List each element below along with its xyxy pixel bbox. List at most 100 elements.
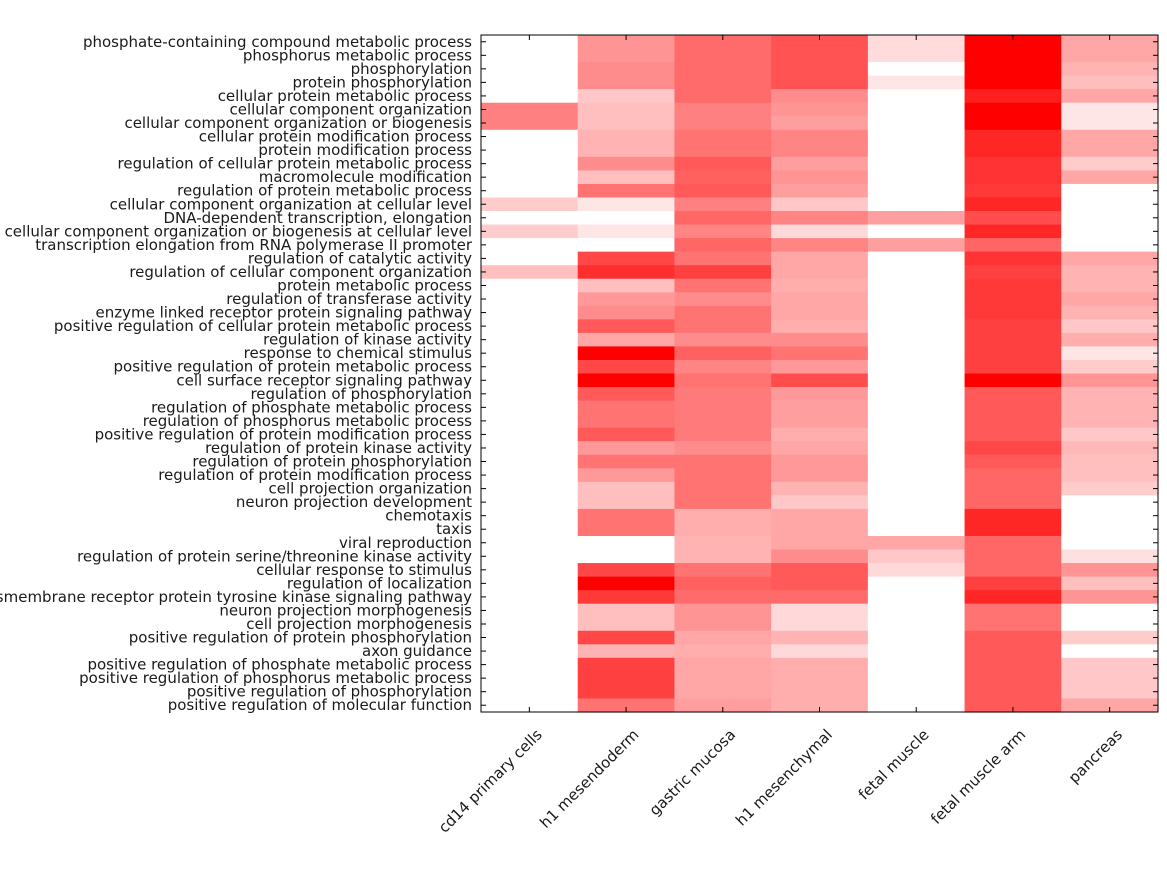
heatmap-cell-r8-c0 [481, 143, 579, 158]
heatmap-cell-r5-c3 [771, 102, 869, 117]
heatmap-cell-r43-c3 [771, 617, 869, 632]
heatmap-cell-r26-c4 [867, 387, 966, 402]
heatmap-cell-r42-c0 [481, 603, 579, 618]
heatmap-cell-r2-c3 [771, 62, 869, 77]
heatmap-cell-r1-c5 [964, 48, 1062, 63]
heatmap-cell-r39-c1 [577, 563, 676, 578]
row-label-regulation-of-cellular-component-organization: regulation of cellular component organiz… [129, 263, 472, 281]
heatmap-cell-r15-c5 [964, 238, 1062, 253]
heatmap-cell-r38-c3 [771, 549, 869, 564]
heatmap-cell-r38-c6 [1061, 549, 1159, 564]
heatmap-cell-r46-c3 [771, 657, 869, 672]
row-label-regulation-of-protein-phosphorylation: regulation of protein phosphorylation [192, 453, 472, 471]
heatmap-cell-r6-c0 [481, 116, 579, 131]
heatmap-cell-r1-c3 [771, 48, 869, 63]
heatmap-cell-r27-c5 [964, 400, 1062, 415]
column-label-h1-mesenchymal: h1 mesenchymal [732, 726, 836, 830]
heatmap-cell-r8-c4 [867, 143, 966, 158]
heatmap-cell-r20-c1 [577, 305, 676, 320]
heatmap-cell-r13-c5 [964, 211, 1062, 226]
heatmap-cell-r24-c0 [481, 359, 579, 375]
heatmap-cell-r17-c4 [867, 265, 966, 280]
row-label-cellular-component-organization-or-biogenesis: cellular component organization or bioge… [124, 114, 472, 132]
heatmap-cell-r11-c5 [964, 183, 1062, 199]
heatmap-cell-r3-c2 [674, 75, 772, 90]
heatmap-cell-r36-c5 [964, 522, 1062, 537]
heatmap-cell-r18-c5 [964, 278, 1062, 293]
heatmap-cell-r16-c6 [1061, 251, 1159, 266]
heatmap-cell-r19-c3 [771, 292, 869, 307]
heatmap-cell-r24-c2 [674, 359, 772, 375]
heatmap-cell-r3-c1 [577, 75, 676, 90]
heatmap-cell-r43-c6 [1061, 617, 1159, 632]
heatmap-cell-r12-c4 [867, 197, 966, 212]
heatmap-cell-r33-c4 [867, 481, 966, 496]
heatmap-cell-r37-c4 [867, 535, 966, 551]
heatmap-cell-r39-c5 [964, 563, 1062, 578]
heatmap-cell-r44-c4 [867, 630, 966, 645]
heatmap-cell-r6-c5 [964, 116, 1062, 131]
heatmap-cell-r43-c2 [674, 617, 772, 632]
heatmap-cell-r7-c2 [674, 129, 772, 144]
row-label-regulation-of-cellular-protein-metabolic-process: regulation of cellular protein metabolic… [118, 155, 473, 173]
heatmap-cell-r26-c6 [1061, 387, 1159, 402]
heatmap-cell-r29-c2 [674, 427, 772, 442]
heatmap-cell-r47-c1 [577, 671, 676, 686]
heatmap-cell-r28-c2 [674, 414, 772, 429]
heatmap-cell-r28-c4 [867, 414, 966, 429]
heatmap-cell-r30-c0 [481, 441, 579, 456]
heatmap-cell-r46-c5 [964, 657, 1062, 672]
heatmap-cell-r41-c6 [1061, 590, 1159, 605]
heatmap-cell-r23-c3 [771, 346, 869, 361]
heatmap-cell-r25-c4 [867, 373, 966, 388]
heatmap-cell-r15-c4 [867, 238, 966, 253]
heatmap-cell-r40-c6 [1061, 576, 1159, 591]
row-label-regulation-of-localization: regulation of localization [287, 574, 472, 592]
heatmap-cell-r7-c5 [964, 129, 1062, 144]
row-label-neuron-projection-development: neuron projection development [236, 493, 472, 511]
heatmap-cell-r26-c1 [577, 387, 676, 402]
row-label-neuron-projection-morphogenesis: neuron projection morphogenesis [219, 601, 472, 619]
row-label-positive-regulation-of-phosphorylation: positive regulation of phosphorylation [187, 683, 472, 701]
heatmap-cell-r2-c5 [964, 62, 1062, 77]
heatmap-cell-r16-c4 [867, 251, 966, 266]
heatmap-cell-r28-c6 [1061, 414, 1159, 429]
heatmap-cell-r40-c4 [867, 576, 966, 591]
row-label-regulation-of-protein-serine-threonine-kinase-activity: regulation of protein serine/threonine k… [77, 547, 472, 565]
heatmap-cell-r46-c2 [674, 657, 772, 672]
heatmap-cell-r18-c1 [577, 278, 676, 293]
heatmap-cell-r45-c5 [964, 644, 1062, 659]
heatmap-cell-r5-c0 [481, 102, 579, 117]
heatmap-cell-r49-c3 [771, 698, 869, 713]
heatmap-cell-r47-c3 [771, 671, 869, 686]
column-label-cd14-primary-cells: cd14 primary cells [435, 726, 546, 837]
heatmap-cell-r12-c5 [964, 197, 1062, 212]
heatmap-cell-r39-c6 [1061, 563, 1159, 578]
heatmap-cell-r2-c0 [481, 62, 579, 77]
heatmap-cell-r18-c3 [771, 278, 869, 293]
heatmap-cell-r15-c3 [771, 238, 869, 253]
heatmap-cell-r23-c6 [1061, 346, 1159, 361]
row-label-phosphorus-metabolic-process: phosphorus metabolic process [243, 46, 472, 64]
heatmap-cell-r15-c2 [674, 238, 772, 253]
row-label-protein-phosphorylation: protein phosphorylation [293, 73, 472, 91]
heatmap-cell-r39-c4 [867, 563, 966, 578]
heatmap-cell-r29-c3 [771, 427, 869, 442]
heatmap-cell-r23-c5 [964, 346, 1062, 361]
heatmap-cell-r48-c3 [771, 684, 869, 700]
heatmap-cell-r2-c2 [674, 62, 772, 77]
heatmap-cell-r33-c2 [674, 481, 772, 496]
heatmap-cell-r18-c2 [674, 278, 772, 293]
heatmap-cell-r30-c4 [867, 441, 966, 456]
heatmap-cell-r37-c5 [964, 535, 1062, 551]
row-label-cellular-component-organization: cellular component organization [229, 100, 472, 118]
column-label-fetal-muscle: fetal muscle [855, 726, 933, 804]
heatmap-cell-r18-c6 [1061, 278, 1159, 293]
heatmap-cell-r11-c4 [867, 183, 966, 199]
heatmap-cell-r41-c0 [481, 590, 579, 605]
row-label-cellular-protein-modification-process: cellular protein modification process [199, 128, 472, 146]
row-label-regulation-of-protein-modification-process: regulation of protein modification proce… [158, 466, 472, 484]
row-label-regulation-of-phosphate-metabolic-process: regulation of phosphate metabolic proces… [151, 398, 472, 416]
heatmap-cell-r8-c5 [964, 143, 1062, 158]
heatmap-cell-r24-c6 [1061, 359, 1159, 375]
